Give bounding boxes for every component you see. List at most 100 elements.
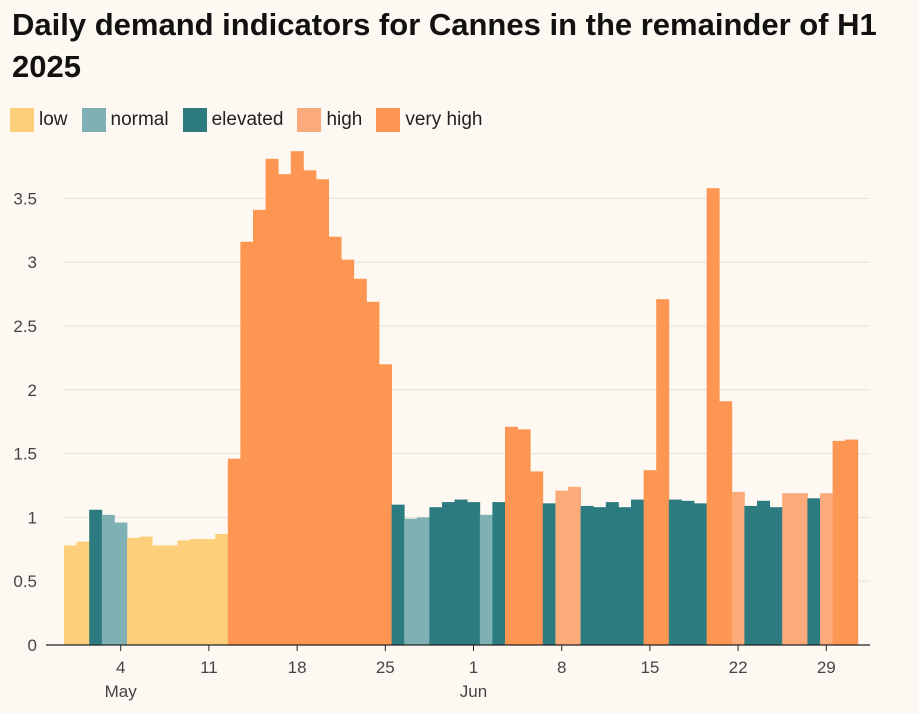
bar (668, 499, 682, 645)
bar (593, 507, 607, 645)
y-tick-label: 0 (28, 636, 37, 655)
bar (505, 426, 518, 645)
bar (555, 490, 569, 645)
y-tick-label: 1.5 (13, 445, 37, 464)
y-tick-label: 0.5 (13, 572, 37, 591)
bar (353, 278, 367, 645)
bar (517, 429, 531, 645)
bar (89, 509, 103, 645)
bar (341, 259, 355, 645)
y-tick-label: 3.5 (13, 189, 37, 208)
bar (656, 299, 670, 645)
legend-swatch-elevated (182, 108, 207, 132)
legend-swatch-low (10, 108, 34, 132)
bar (744, 505, 758, 645)
bar (328, 236, 342, 645)
x-tick-label: 29 (817, 658, 836, 677)
legend-item-normal: normal (81, 108, 169, 132)
bar (580, 505, 594, 645)
x-tick-label: 25 (376, 658, 395, 677)
bar (731, 491, 745, 645)
x-tick-label: 15 (640, 658, 659, 677)
chart-title: Daily demand indicators for Cannes in th… (12, 7, 877, 84)
y-tick-label: 3 (28, 253, 37, 272)
bar (316, 179, 329, 645)
bar (530, 471, 544, 645)
bar (164, 545, 178, 645)
bar (807, 498, 821, 645)
bar (416, 517, 430, 645)
bar (391, 504, 405, 645)
bar (681, 500, 695, 645)
x-tick-label: 8 (557, 658, 566, 677)
bar (240, 241, 254, 645)
bar (618, 507, 632, 645)
bar (782, 493, 796, 645)
bar (202, 539, 216, 645)
legend-swatch-high (297, 108, 322, 132)
bar (278, 174, 292, 645)
bar (694, 503, 707, 645)
y-tick-label: 2.5 (13, 317, 37, 336)
legend-label-normal: normal (110, 109, 169, 130)
bar (379, 364, 392, 645)
legend-swatch-very-high (376, 108, 401, 132)
bar (404, 518, 418, 645)
bar (215, 533, 229, 645)
x-tick-label: 18 (288, 658, 307, 677)
bar (845, 439, 859, 645)
bar (152, 545, 166, 645)
bar (542, 503, 556, 645)
bar (290, 151, 304, 645)
legend-label-high: high (326, 109, 363, 130)
legend: low normal elevated high very high (10, 106, 482, 134)
bar (366, 301, 380, 645)
bar (492, 502, 506, 645)
bar (190, 539, 203, 645)
bar (253, 209, 266, 645)
y-tick-label: 1 (28, 508, 37, 527)
bar (568, 486, 581, 645)
bar (127, 537, 140, 645)
x-tick-label: 4 (116, 658, 125, 677)
bar (820, 493, 833, 645)
bar (479, 514, 493, 645)
bar (442, 502, 455, 645)
bar (832, 440, 846, 645)
x-tick-label: 11 (200, 658, 218, 677)
bar (227, 458, 241, 645)
legend-item-high: high (297, 108, 362, 132)
x-tick-label: 22 (729, 658, 748, 677)
legend-item-very-high: very high (376, 108, 482, 132)
bar (114, 522, 128, 645)
bar (643, 470, 657, 645)
bar (303, 170, 317, 645)
bar (605, 502, 619, 645)
bar (794, 493, 808, 645)
bar (631, 499, 644, 645)
legend-label-low: low (39, 109, 68, 130)
bar (101, 514, 115, 645)
bar (76, 541, 90, 645)
bar (139, 536, 153, 645)
legend-label-elevated: elevated (211, 109, 284, 130)
bar (454, 499, 468, 645)
bar (706, 188, 720, 645)
legend-label-very-high: very high (405, 109, 483, 130)
bar (757, 500, 770, 645)
bar (467, 502, 481, 645)
month-label: May (105, 682, 138, 701)
bar (429, 507, 443, 645)
bar (719, 401, 733, 645)
x-tick-label: 1 (469, 658, 478, 677)
bar (177, 540, 191, 645)
legend-swatch-normal (81, 108, 106, 132)
month-label: Jun (460, 682, 487, 701)
bar (64, 545, 77, 645)
bar (265, 158, 279, 645)
legend-item-elevated: elevated (182, 108, 284, 132)
bar (769, 507, 783, 645)
legend-item-low: low (10, 108, 68, 132)
y-tick-label: 2 (28, 381, 37, 400)
